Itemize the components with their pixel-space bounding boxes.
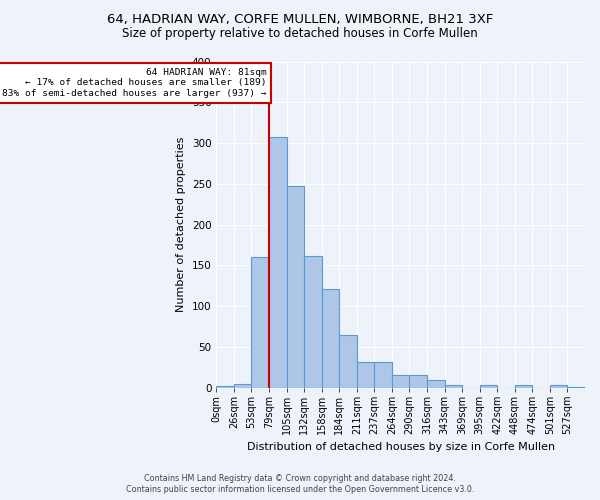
- Bar: [568, 387, 585, 388]
- Text: Contains HM Land Registry data © Crown copyright and database right 2024.
Contai: Contains HM Land Registry data © Crown c…: [126, 474, 474, 494]
- Bar: [374, 362, 392, 388]
- Bar: [515, 386, 532, 388]
- Bar: [287, 186, 304, 388]
- Bar: [445, 386, 462, 388]
- Bar: [409, 374, 427, 388]
- Bar: [322, 289, 339, 388]
- Bar: [392, 374, 409, 388]
- Bar: [479, 386, 497, 388]
- Bar: [217, 386, 234, 388]
- Bar: [304, 256, 322, 388]
- Bar: [251, 257, 269, 388]
- Bar: [234, 384, 251, 388]
- Text: Size of property relative to detached houses in Corfe Mullen: Size of property relative to detached ho…: [122, 28, 478, 40]
- Text: 64 HADRIAN WAY: 81sqm
← 17% of detached houses are smaller (189)
83% of semi-det: 64 HADRIAN WAY: 81sqm ← 17% of detached …: [2, 68, 266, 98]
- Bar: [427, 380, 445, 388]
- Bar: [269, 136, 287, 388]
- X-axis label: Distribution of detached houses by size in Corfe Mullen: Distribution of detached houses by size …: [247, 442, 555, 452]
- Bar: [339, 334, 357, 388]
- Bar: [550, 386, 568, 388]
- Y-axis label: Number of detached properties: Number of detached properties: [176, 137, 186, 312]
- Bar: [357, 362, 374, 388]
- Text: 64, HADRIAN WAY, CORFE MULLEN, WIMBORNE, BH21 3XF: 64, HADRIAN WAY, CORFE MULLEN, WIMBORNE,…: [107, 12, 493, 26]
